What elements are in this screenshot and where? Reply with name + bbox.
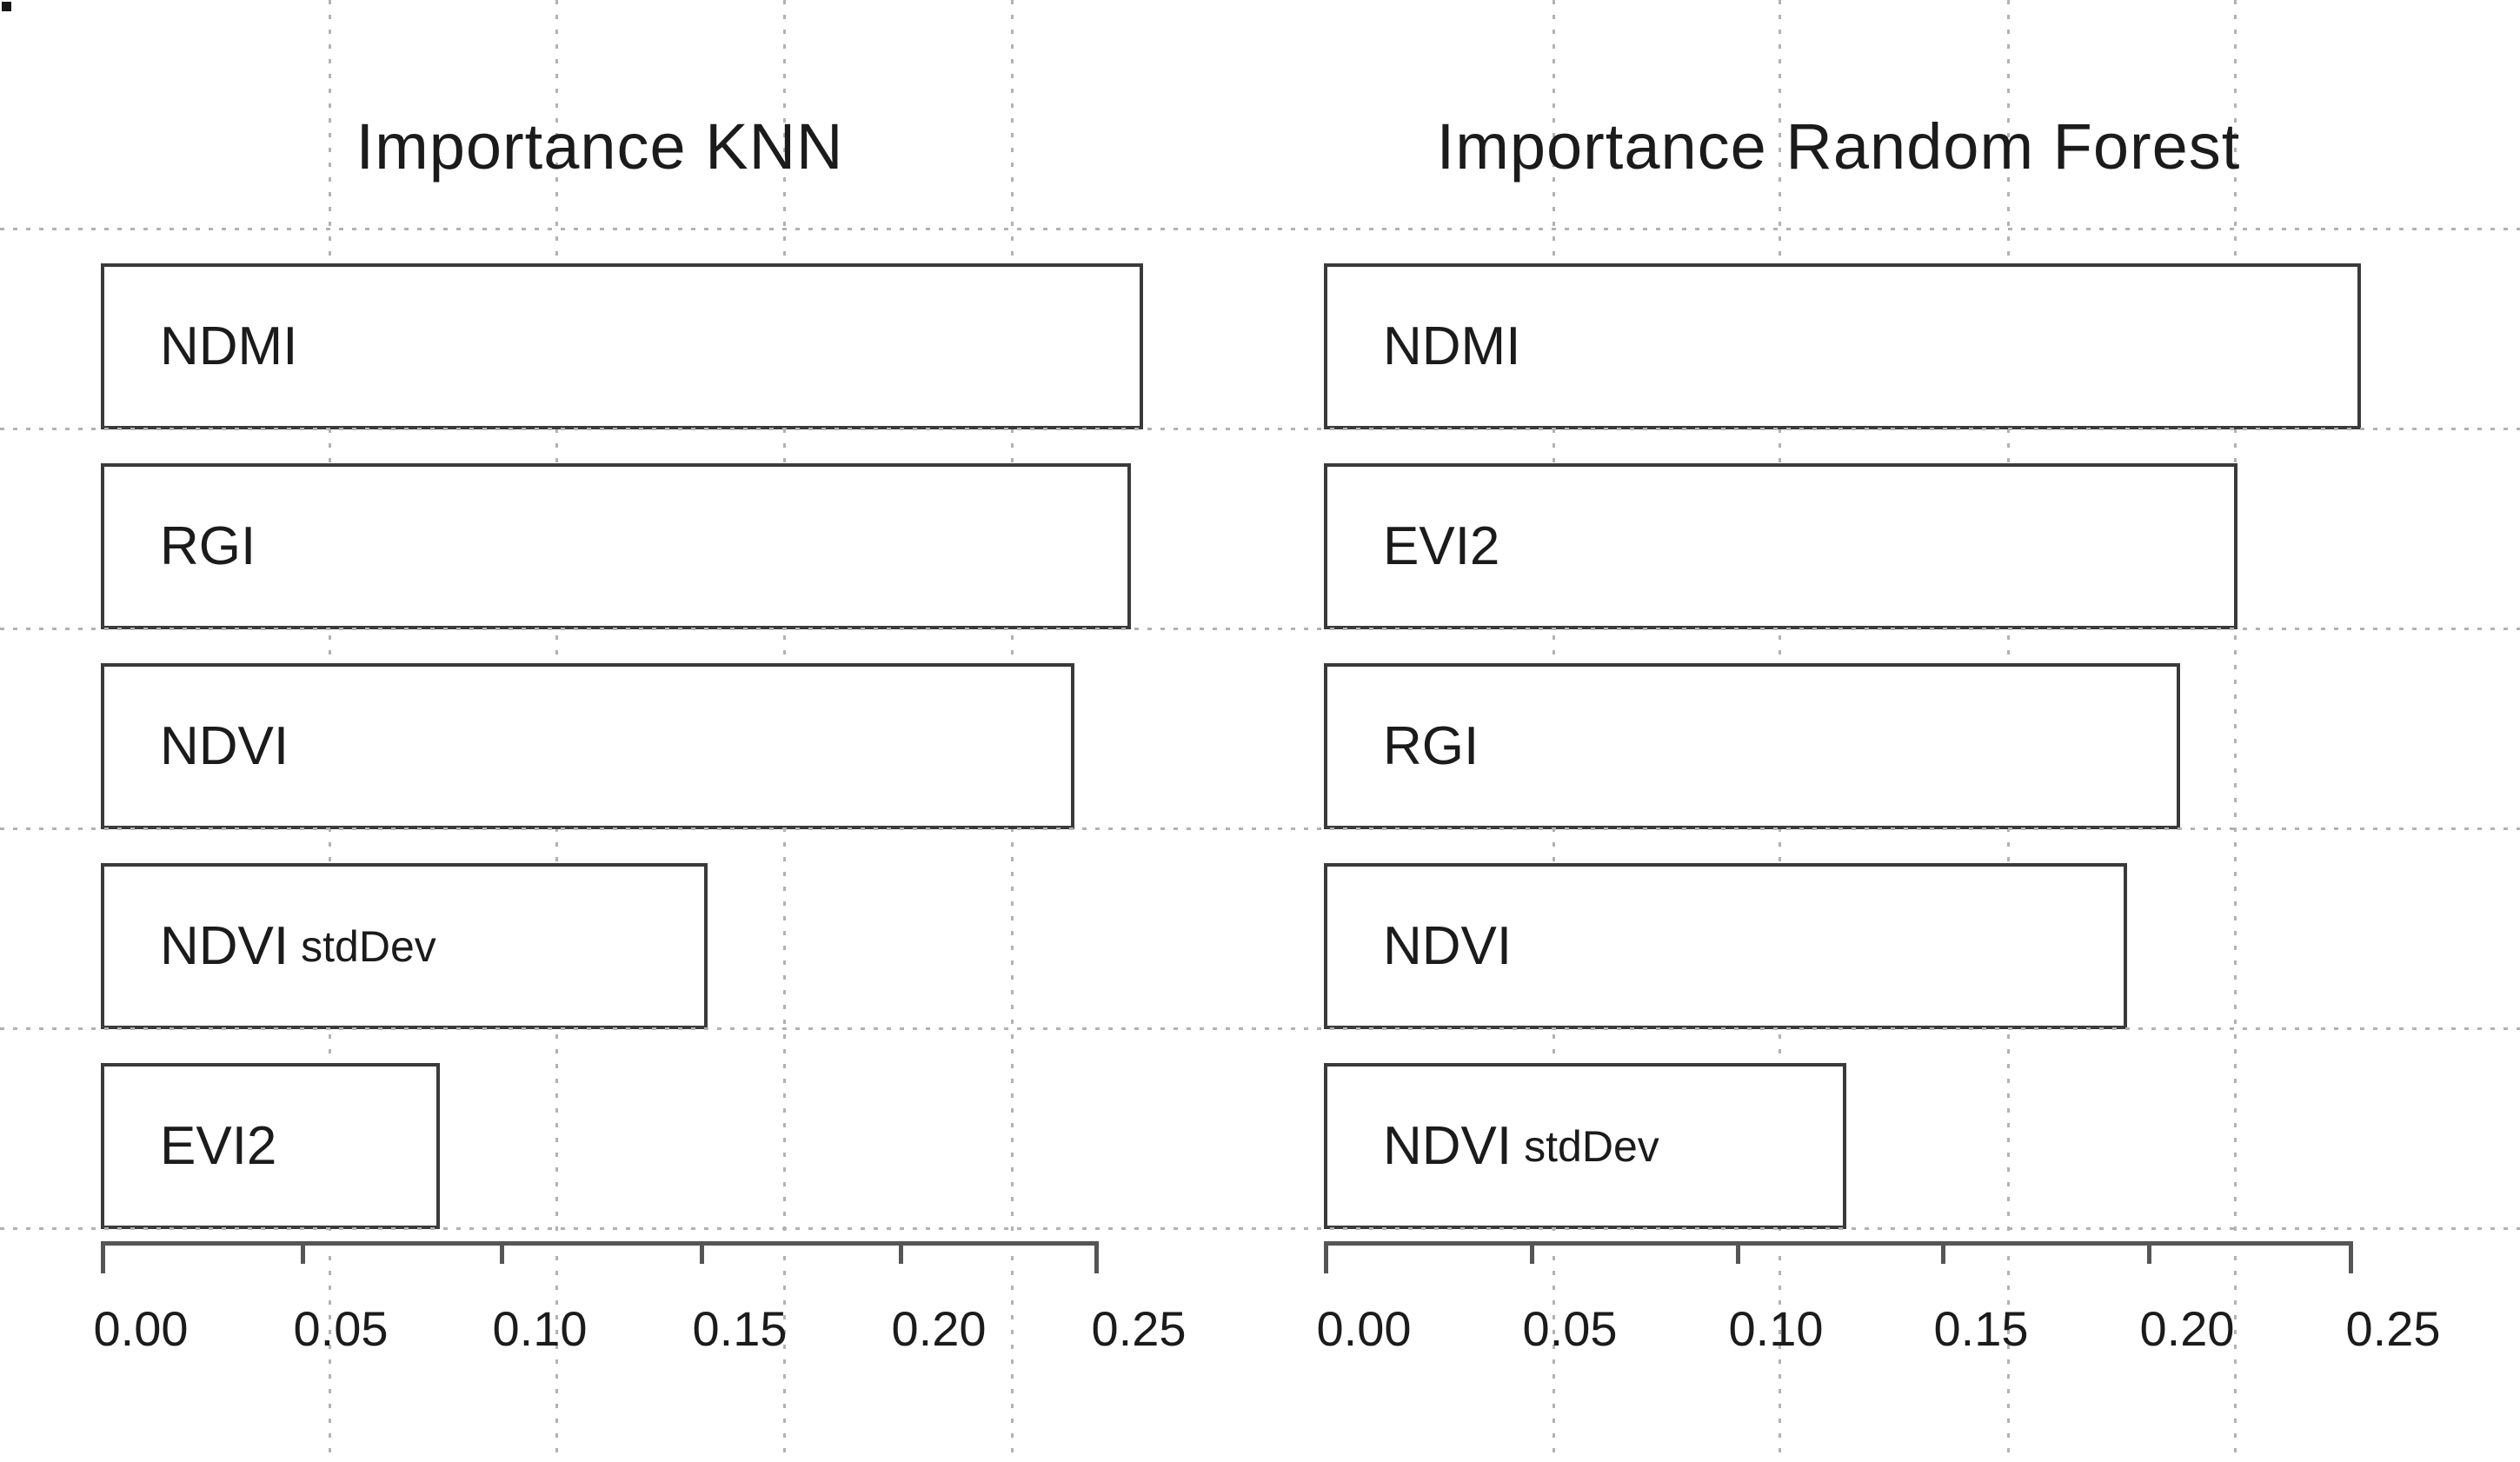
axis-tick: [1941, 1241, 1945, 1264]
axis-tick-label: 0.10: [492, 1301, 588, 1356]
bar-ndvi-stddev: NDVI stdDev: [101, 863, 708, 1029]
bar-label: EVI2: [160, 1116, 277, 1176]
bar-label: NDVI: [1383, 1116, 1513, 1176]
chart-title: Importance KNN: [356, 110, 844, 183]
chart-importance-knn: Importance KNN NDMI RGI NDVI NDVI stdDev EVI2…: [94, 0, 1187, 1462]
axis-tick: [500, 1241, 504, 1264]
x-axis-line: [1324, 1241, 2353, 1246]
bar-label: RGI: [160, 516, 256, 576]
axis-tick-label: 0.00: [93, 1301, 189, 1356]
axis-tick-label: 0.20: [2139, 1301, 2235, 1356]
bar-label: NDVI: [160, 916, 289, 976]
bar-label-suffix: stdDev: [301, 921, 436, 971]
bar-label: NDMI: [1383, 316, 1521, 376]
horizontal-gridline: [0, 1027, 2520, 1030]
bar-label: RGI: [1383, 716, 1479, 776]
bar-ndmi: NDMI: [1324, 263, 2361, 429]
bar-evi2: EVI2: [101, 1063, 440, 1229]
axis-tick: [1094, 1241, 1099, 1273]
bar-ndvi: NDVI: [1324, 863, 2127, 1029]
axis-tick: [2147, 1241, 2151, 1264]
vertical-gridline: [2234, 0, 2237, 1462]
axis-tick: [1324, 1241, 1328, 1273]
axis-tick-label: 0.15: [1933, 1301, 2029, 1356]
bar-ndvi: NDVI: [101, 663, 1074, 829]
bar-ndmi: NDMI: [101, 263, 1143, 429]
bar-label-suffix: stdDev: [1524, 1121, 1659, 1171]
axis-tick: [899, 1241, 903, 1264]
horizontal-gridline: [0, 1227, 2520, 1230]
chart-title: Importance Random Forest: [1436, 110, 2241, 183]
axis-tick: [700, 1241, 704, 1264]
bar-evi2: EVI2: [1324, 463, 2237, 629]
axis-tick: [301, 1241, 305, 1264]
bar-rgi: RGI: [1324, 663, 2180, 829]
x-axis-line: [101, 1241, 1099, 1246]
horizontal-gridline: [0, 228, 2520, 230]
axis-tick: [1530, 1241, 1534, 1264]
bar-ndvi-stddev: NDVI stdDev: [1324, 1063, 1846, 1229]
bar-label: NDMI: [160, 316, 298, 376]
horizontal-gridline: [0, 428, 2520, 430]
bar-label: NDVI: [160, 716, 289, 776]
bar-rgi: RGI: [101, 463, 1131, 629]
horizontal-gridline: [0, 827, 2520, 830]
axis-tick: [101, 1241, 105, 1273]
horizontal-gridline: [0, 628, 2520, 630]
axis-tick-label: 0.15: [692, 1301, 788, 1356]
axis-tick-label: 0.20: [891, 1301, 987, 1356]
bar-label: EVI2: [1383, 516, 1500, 576]
axis-tick-label: 0.05: [1522, 1301, 1618, 1356]
axis-tick: [2349, 1241, 2353, 1273]
chart-importance-random-forest: Importance Random Forest NDMI EVI2 RGI NDVI…: [1317, 0, 2441, 1462]
axis-tick-label: 0.00: [1316, 1301, 1412, 1356]
axis-tick-label: 0.25: [1091, 1301, 1187, 1356]
axis-tick-label: 0.10: [1728, 1301, 1824, 1356]
axis-tick-label: 0.25: [2345, 1301, 2441, 1356]
axis-tick-label: 0.05: [293, 1301, 389, 1356]
axis-tick: [1736, 1241, 1740, 1264]
corner-mark: [2, 2, 11, 11]
bar-label: NDVI: [1383, 916, 1513, 976]
